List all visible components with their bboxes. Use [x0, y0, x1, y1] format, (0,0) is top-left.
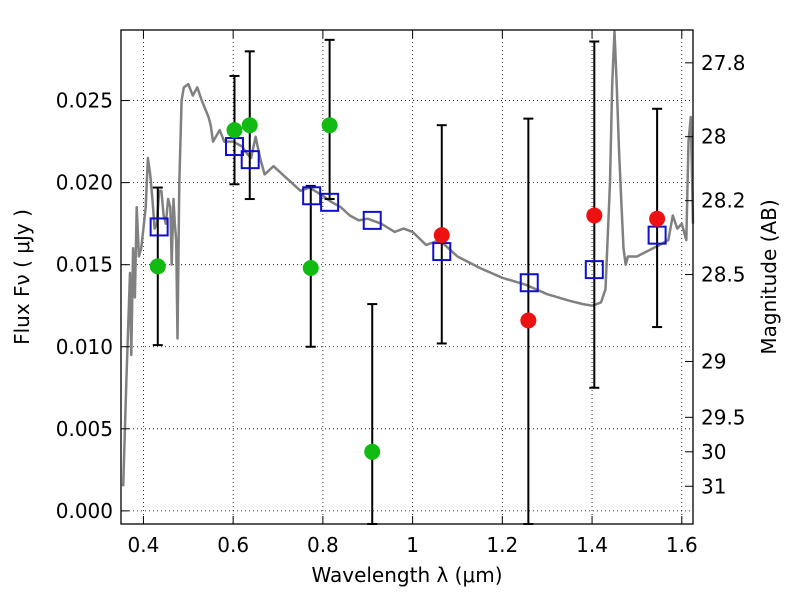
y-tick-label: 0.015	[56, 253, 113, 277]
x-tick-label: 1.2	[486, 533, 518, 557]
x-tick-label: 1.4	[576, 533, 608, 557]
photometry-point-green	[302, 259, 319, 276]
photometry-point-red	[649, 210, 666, 227]
right-tick-label: 27.8	[701, 51, 746, 75]
right-tick-label: 31	[701, 474, 726, 498]
right-tick-label: 28	[701, 125, 726, 149]
y-tick-label: 0.025	[56, 89, 113, 113]
x-tick-label: 0.8	[307, 533, 339, 557]
model-magnitude-box	[240, 150, 260, 170]
x-tick-label: 1.6	[666, 533, 698, 557]
right-tick-label: 28.5	[701, 263, 746, 287]
model-magnitude-box	[584, 260, 604, 280]
error-bars-layer	[152, 38, 663, 525]
model-magnitude-box	[320, 192, 340, 212]
photometry-point-green	[321, 117, 338, 134]
right-tick-label: 30	[701, 440, 726, 464]
right-tick-label: 29.5	[701, 405, 746, 429]
plot-frame	[120, 29, 694, 525]
photometry-point-red	[520, 312, 537, 329]
photometry-point-green	[149, 258, 166, 275]
photometry-points-layer	[149, 117, 666, 460]
model-magnitude-box	[519, 273, 539, 293]
photometry-point-red	[433, 227, 450, 244]
photometry-point-red	[586, 207, 603, 224]
photometry-point-green	[241, 117, 258, 134]
y-tick-label: 0.020	[56, 171, 113, 195]
right-tick-label: 28.2	[701, 189, 746, 213]
model-magnitude-box	[362, 210, 382, 230]
photometry-point-green	[364, 443, 381, 460]
photometry-point-green	[226, 122, 243, 139]
x-axis-label: Wavelength λ (μm)	[311, 563, 502, 587]
y-axis-label: Flux Fν ( μJy )	[10, 209, 34, 345]
y-tick-label: 0.005	[56, 417, 113, 441]
y-tick-label: 0.010	[56, 335, 113, 359]
y-axis-right-label: Magnitude (AB)	[757, 199, 781, 354]
x-tick-label: 1	[406, 533, 419, 557]
x-tick-label: 0.4	[128, 533, 160, 557]
x-tick-label: 0.6	[217, 533, 249, 557]
grid	[121, 30, 693, 524]
model-magnitude-box	[149, 217, 169, 237]
ticks-layer: 0.4 0.6 0.8 1 1.2 1.4 1.6 0.000 0.005 0.010 0.015 0…	[56, 30, 746, 557]
right-tick-label: 29	[701, 350, 726, 374]
model-spectrum-line	[121, 30, 695, 487]
y-tick-label: 0.000	[56, 499, 113, 523]
model-spectrum-layer	[121, 30, 695, 487]
